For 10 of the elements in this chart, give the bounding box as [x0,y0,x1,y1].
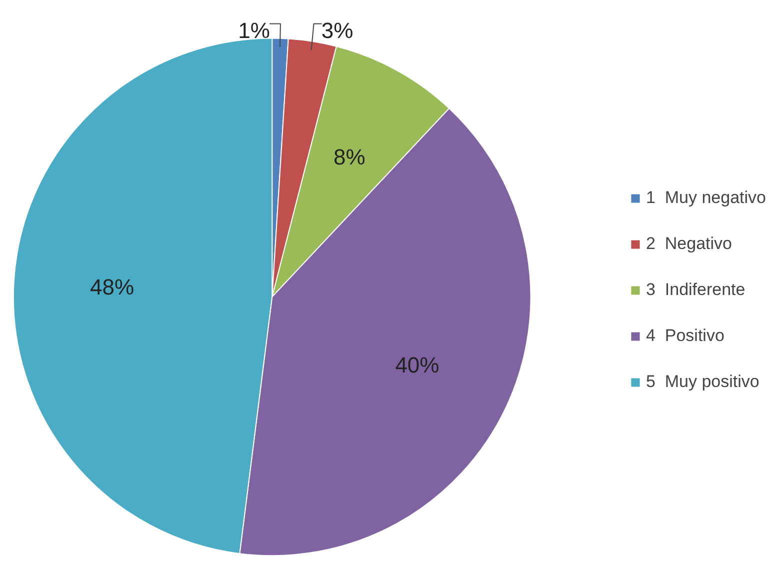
legend-label: 5 Muy positivo [646,372,760,392]
data-label: 8% [333,144,366,170]
legend-label: 3 Indiferente [646,280,746,300]
legend-label: 2 Negativo [646,234,732,254]
data-label: 48% [90,274,134,300]
data-label: 3% [321,18,354,44]
data-label: 40% [395,352,440,378]
data-label: 1% [238,18,270,44]
legend-label: 4 Positivo [646,326,724,346]
legend-label: 1 Muy negativo [646,188,766,208]
